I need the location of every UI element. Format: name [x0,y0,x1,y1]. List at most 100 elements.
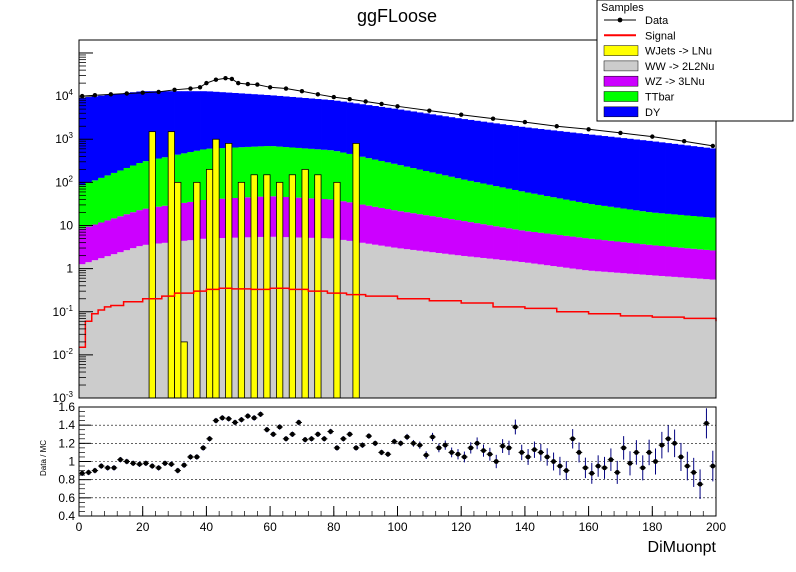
stack-bin-ttbar [123,167,131,215]
stack-bin-dy [505,125,513,189]
stack-bin-wz-3lnu [346,202,354,241]
ratio-y-tick-label: 1.6 [58,400,75,414]
stack-bin-ww-2l2nu [448,254,456,398]
ratio-point [665,436,671,442]
ratio-point [213,418,219,424]
stack-bin-ww-2l2nu [690,278,698,398]
ratio-point [277,424,283,430]
stack-bin-ww-2l2nu [91,260,99,398]
ratio-point [92,468,98,473]
stack-bin-dy [422,113,430,171]
stack-bin-ttbar [244,146,252,198]
stack-bin-ww-2l2nu [639,274,647,398]
stack-bin-wz-3lnu [537,232,545,265]
stack-bin-ww-2l2nu [308,237,316,398]
stack-bin-wz-3lnu [244,197,252,238]
ratio-point [162,460,168,466]
data-point [255,82,260,87]
stack-bin-wz-3lnu [270,196,277,237]
stack-bin-ww-2l2nu [410,249,418,398]
stack-bin-ttbar [384,162,392,210]
ratio-point [500,443,506,449]
wjets-bar [288,174,296,399]
ratio-y-tick-label: 0.8 [58,473,75,487]
stack-bin-wz-3lnu [416,214,424,251]
ratio-point [347,431,353,437]
ratio-point [519,450,525,455]
stack-bin-ttbar [486,184,494,226]
stack-bin-ttbar [422,170,430,216]
stack-bin-dy [327,100,335,151]
signal-histogram [79,287,717,349]
stack-bin-ttbar [321,149,328,200]
legend-label: WJets -> LNu [645,46,712,58]
stack-bin-ttbar [129,165,137,213]
stack-bin-dy [123,92,131,168]
stack-bin-ttbar [289,147,296,198]
stack-bin-ttbar [645,212,653,245]
data-point [395,104,400,109]
stack-bin-dy [537,128,545,195]
stack-bin-wz-3lnu [372,206,379,245]
stack-bin-dy [168,91,175,156]
stack-bin-dy [346,102,354,154]
data-point [92,93,98,98]
stack-bin-ww-2l2nu [282,237,290,398]
ratio-point [219,415,225,421]
data-point [124,91,129,96]
stack-bin-dy [403,110,411,167]
stack-bin-ttbar [575,201,583,238]
stack-bin-dy [136,91,144,164]
stack-bin-dy [480,121,488,184]
stack-bin-ttbar [652,212,660,246]
wjets-bar [225,143,233,399]
stack-bin-wz-3lnu [703,249,711,280]
stack-bin-dy [429,114,437,173]
wjets-bar [250,174,258,399]
stack-bin-dy [544,129,551,197]
stack-bin-wz-3lnu [690,248,698,279]
ratio-point [289,431,295,437]
stack-bin-ww-2l2nu [684,277,691,398]
x-tick-label: 20 [136,520,150,534]
stack-bin-wz-3lnu [403,212,411,250]
stack-bin-dy [174,91,182,155]
y-tick-exponent: -3 [66,390,74,399]
ratio-point [691,470,697,475]
wjets-bar [276,181,284,399]
stack-bin-ttbar [250,146,258,197]
x-tick-label: 160 [579,520,599,534]
stack-bin-ttbar [658,213,666,246]
legend-swatch-box [603,75,639,87]
y-tick-exponent: 2 [69,174,74,183]
stack-bin-ttbar [633,210,640,244]
ratio-point [353,445,359,451]
data-point [427,108,432,113]
wjets-bar [167,131,175,399]
stack-bin-dy [499,124,507,188]
ratio-point [417,442,423,448]
ratio-point [264,427,270,433]
legend-swatch-box [603,45,639,56]
ratio-point [309,436,314,442]
data-series [79,76,716,149]
stack-bin-ww-2l2nu [537,264,545,398]
stack-bin-wz-3lnu [104,220,112,257]
stack-bin-dy [569,132,577,201]
data-point [140,90,145,95]
stack-bin-ww-2l2nu [607,272,615,398]
ratio-point [391,439,397,444]
stack-bin-wz-3lnu [365,205,373,244]
stack-bin-dy [391,108,398,164]
stack-bin-dy [301,98,309,149]
ratio-point [487,451,493,457]
data-point [245,81,251,87]
stack-bin-ttbar [372,159,379,207]
ratio-point [423,452,429,458]
ratio-point [621,445,627,451]
stack-bin-ttbar [187,152,195,202]
stack-bin-ttbar [537,194,545,233]
ratio-point [111,465,117,471]
stack-bin-wz-3lnu [696,249,704,279]
wjets-bar [263,174,271,399]
